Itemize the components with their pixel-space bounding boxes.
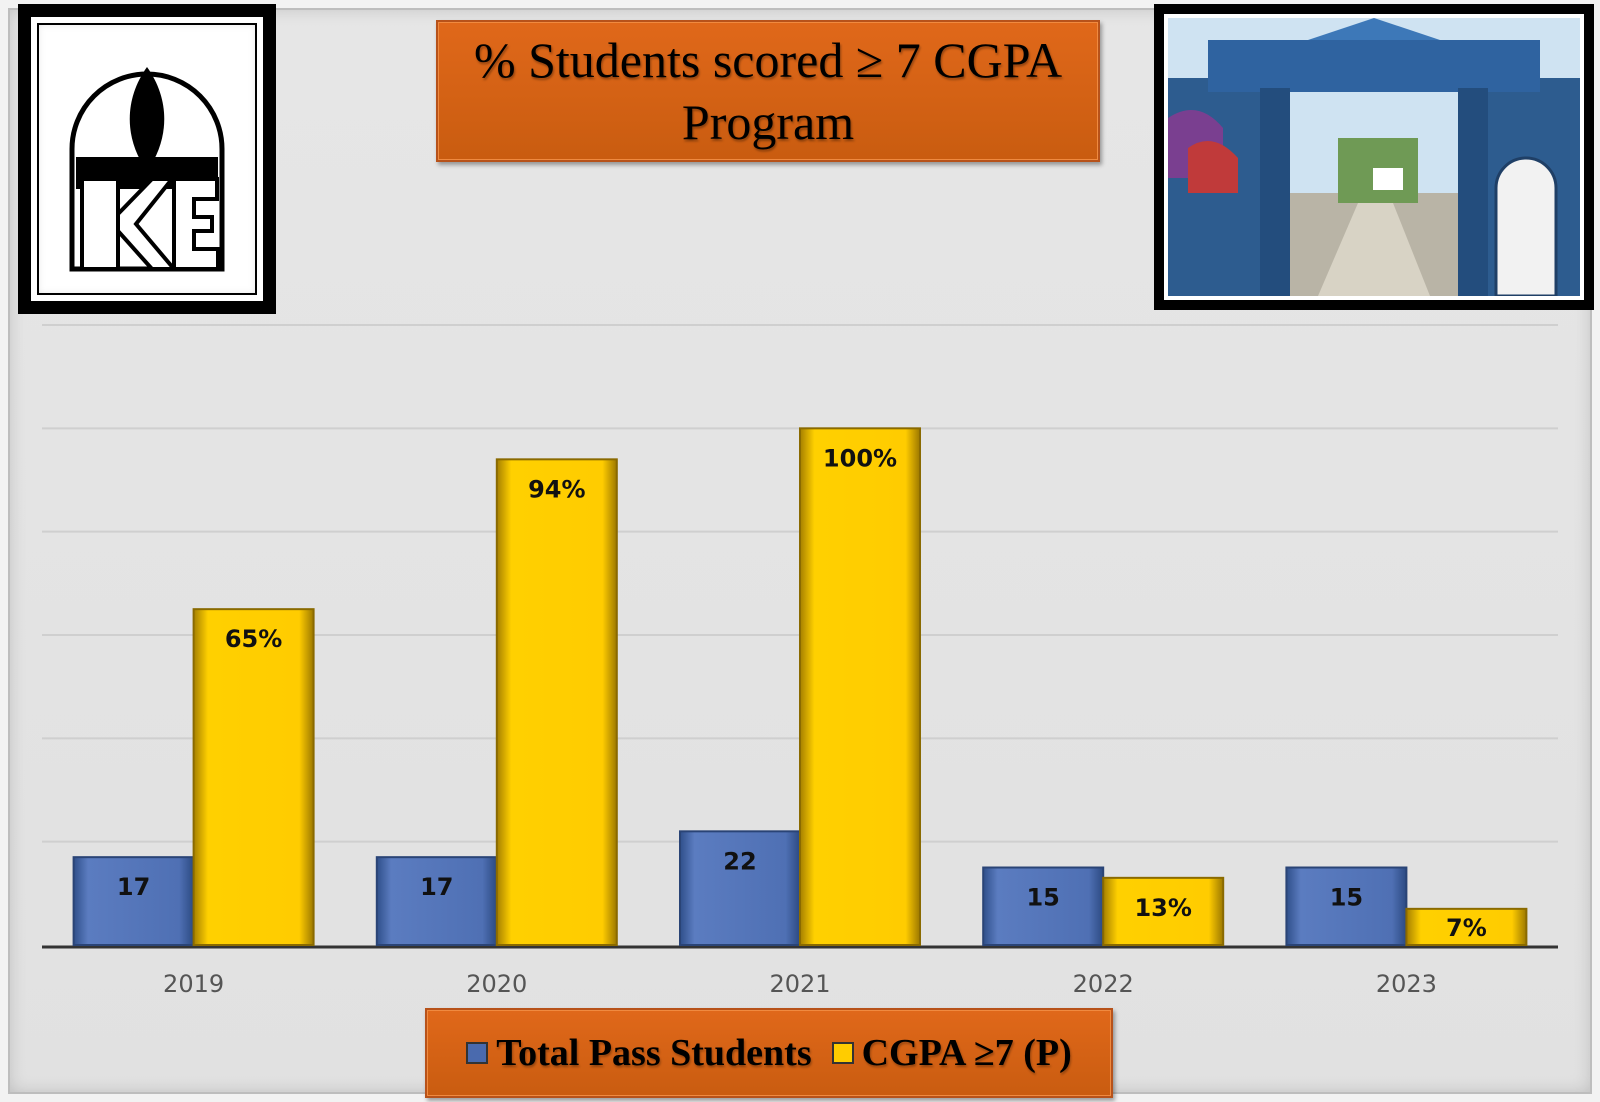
data-label-total-2022: 15 — [1026, 884, 1059, 912]
legend-label-total: Total Pass Students — [496, 1032, 812, 1074]
data-label-total-2023: 15 — [1330, 884, 1363, 912]
college-logo-inner — [28, 14, 266, 304]
chart-title: % Students scored ≥ 7 CGPA Program — [473, 32, 1063, 150]
bar-total-2020 — [375, 856, 498, 947]
data-label-cgpa-2021: 100% — [823, 444, 897, 472]
college-gate-photo — [1154, 4, 1594, 310]
college-logo-icon — [69, 67, 225, 272]
bars: 17 65% 17 94% 22 100% 15 13% 15 7% — [72, 427, 1528, 947]
legend-item-cgpa: CGPA ≥7 (P) — [831, 1031, 1072, 1075]
college-logo — [18, 4, 276, 314]
bar-total-2022 — [982, 866, 1105, 946]
bar-cgpa-2020 — [495, 458, 618, 946]
x-tick-label-2020: 2020 — [466, 970, 527, 998]
x-tick-label-2021: 2021 — [769, 970, 830, 998]
data-label-total-2019: 17 — [117, 873, 150, 901]
chart-title-box: % Students scored ≥ 7 CGPA Program — [436, 20, 1100, 162]
bar-cgpa-2023 — [1405, 907, 1528, 946]
data-label-total-2020: 17 — [420, 873, 453, 901]
x-tick-label-2023: 2023 — [1376, 970, 1437, 998]
bar-total-2023 — [1285, 866, 1408, 946]
bar-cgpa-2019 — [192, 608, 315, 947]
legend: Total Pass Students CGPA ≥7 (P) — [425, 1008, 1113, 1098]
college-gate-photo-inner — [1164, 14, 1584, 300]
x-tick-label-2022: 2022 — [1073, 970, 1134, 998]
bar-total-2019 — [72, 856, 195, 947]
bar-cgpa-2022 — [1102, 876, 1225, 946]
legend-swatch-cgpa — [831, 1042, 854, 1064]
data-label-cgpa-2019: 65% — [225, 625, 282, 653]
bar-cgpa-2021 — [799, 427, 921, 947]
x-tick-label-2019: 2019 — [163, 970, 224, 998]
legend-label-cgpa: CGPA ≥7 (P) — [861, 1032, 1072, 1074]
legend-swatch-total — [466, 1042, 489, 1064]
legend-item-total: Total Pass Students — [466, 1031, 812, 1075]
data-label-total-2021: 22 — [723, 847, 756, 875]
data-label-cgpa-2020: 94% — [528, 475, 585, 503]
data-label-cgpa-2023: 7% — [1446, 914, 1487, 942]
data-label-cgpa-2022: 13% — [1134, 894, 1191, 922]
gate-photo-icon — [1168, 18, 1580, 296]
x-tick-labels: 2019 2020 2021 2022 2023 — [163, 970, 1437, 998]
bar-total-2021 — [679, 830, 801, 946]
